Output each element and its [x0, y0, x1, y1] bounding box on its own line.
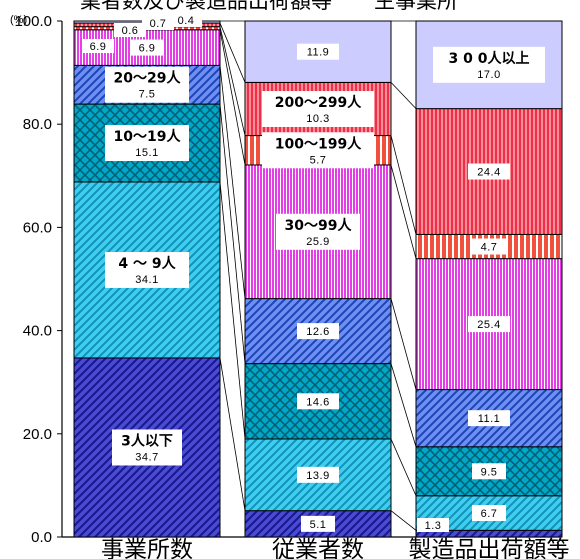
value-label: 6.7	[481, 508, 498, 520]
band-label: 100～199人	[275, 135, 362, 152]
connector-line	[219, 22, 246, 83]
value-label-bg	[142, 16, 174, 30]
band-label-bg	[105, 251, 189, 288]
y-tick-label: 60.0	[23, 219, 52, 236]
connector-line	[390, 82, 417, 109]
value-label: 0.4	[178, 15, 195, 27]
band-label-bg	[112, 429, 182, 466]
band-label-bg	[276, 213, 360, 250]
value-label: 11.9	[307, 47, 330, 59]
band-label-bg	[433, 46, 545, 83]
value-label: 34.7	[135, 451, 158, 463]
connector-line	[390, 363, 417, 447]
value-label: 15.1	[135, 147, 158, 159]
value-label: 25.4	[477, 319, 500, 331]
value-label-bg	[472, 238, 506, 255]
connector-line	[390, 438, 417, 496]
value-label: 25.9	[306, 236, 329, 248]
connector-line	[390, 164, 417, 259]
value-label: 5.1	[310, 519, 327, 531]
connector-line	[390, 298, 417, 390]
band-label: 10～19人	[114, 128, 182, 145]
y-axis: 0.0 20.0 40.0 60.0 80.0 100.0	[14, 13, 560, 546]
band-label: 3人以下	[121, 432, 173, 449]
value-label-bg	[301, 515, 335, 532]
value-label: 10.3	[306, 113, 329, 125]
value-label-bg	[297, 393, 339, 410]
value-label: 6.9	[139, 43, 156, 55]
band-label: 4 ～ 9人	[118, 255, 176, 272]
band-label-bg	[105, 125, 189, 162]
y-tick-label: 20.0	[23, 426, 52, 443]
value-label-bg	[297, 323, 339, 340]
value-label: 24.4	[477, 167, 500, 179]
band-label: 20～29人	[114, 70, 182, 87]
band-label-bg	[105, 66, 189, 103]
band-label-bg	[262, 90, 374, 127]
band-label: 200～299人	[275, 94, 362, 111]
value-label: 4.7	[481, 242, 498, 254]
band-label: 30～99人	[285, 217, 353, 234]
value-label: 1.3	[425, 520, 442, 532]
connector-lines	[219, 20, 417, 531]
connector-line	[390, 510, 417, 531]
value-label: 7.5	[139, 89, 156, 101]
value-label: 11.1	[478, 413, 501, 425]
x-axis: 事業所数 従業者数 製造品出荷額等	[101, 537, 570, 559]
value-label-bg	[468, 316, 510, 333]
value-label-bg	[472, 463, 506, 480]
connector-line	[219, 357, 246, 511]
value-label-bg	[297, 466, 339, 483]
band-label-bg	[262, 132, 374, 169]
value-label: 17.0	[477, 69, 500, 81]
value-label-bg	[468, 163, 510, 180]
band-label: 3 0 0人以上	[449, 50, 530, 67]
y-tick-label: 40.0	[23, 323, 52, 340]
y-axis-unit: (%)	[10, 14, 27, 26]
value-label: 34.1	[135, 274, 158, 286]
connector-line	[219, 26, 246, 136]
value-label: 13.9	[306, 470, 329, 482]
connector-line	[219, 29, 246, 166]
value-label-bg	[468, 410, 510, 427]
value-label: 0.7	[150, 18, 167, 30]
value-label: 9.5	[481, 466, 498, 478]
value-label: 0.6	[122, 25, 139, 37]
x-category-label: 製造品出荷額等	[409, 537, 570, 559]
chart-title: 業者数及び製造品出荷額等 主事業所	[80, 0, 458, 13]
y-tick-label: 0.0	[31, 529, 52, 546]
value-label-bg	[82, 39, 114, 53]
connector-line	[219, 104, 246, 364]
value-label: 14.6	[306, 396, 329, 408]
y-tick-label: 80.0	[23, 116, 52, 133]
value-label-bg	[297, 43, 339, 60]
value-label-bg	[130, 39, 164, 56]
connector-line	[219, 65, 246, 299]
value-label-bg	[417, 518, 449, 532]
x-category-label: 従業者数	[272, 537, 364, 559]
value-label-bg	[472, 505, 506, 522]
value-label-bg	[114, 23, 146, 37]
x-category-label: 事業所数	[101, 537, 193, 559]
connector-line	[390, 135, 417, 235]
connector-line	[219, 181, 246, 439]
value-label: 12.6	[306, 326, 329, 338]
bar-labels: 3人以下 34.7 4 ～ 9人 34.1 10～19人 15.1 20～29人 7.5 6.9…	[82, 13, 545, 532]
value-label-bg	[170, 13, 202, 27]
value-label: 6.9	[90, 41, 107, 53]
y-tick-label: 100.0	[14, 13, 52, 30]
value-label: 5.7	[310, 154, 327, 166]
